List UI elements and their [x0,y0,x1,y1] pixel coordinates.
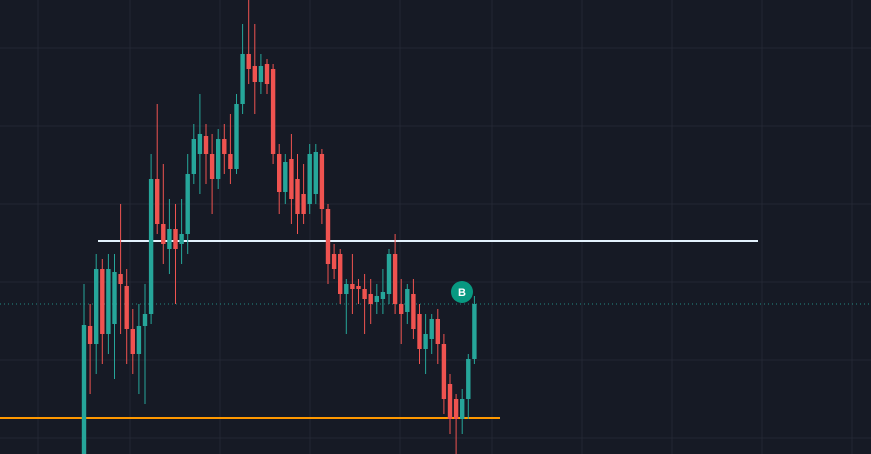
candle-body [368,294,373,304]
candle-body [270,69,276,154]
candle-body [118,274,123,284]
candle-body [112,272,117,324]
candle-body [81,325,87,454]
candle-body [191,139,196,174]
candle-body [399,304,404,314]
candle-body [277,154,282,192]
candle-body [228,154,233,169]
candle-body [216,139,221,179]
candle-body [234,104,239,169]
candle-body [386,254,392,294]
candle-body [173,229,178,249]
candle-body [344,284,349,294]
candle-body [472,304,477,359]
candle-body [100,269,105,334]
candle-body [203,136,209,154]
candle-body [252,66,257,82]
candle-body [167,229,172,249]
candle-body [185,174,190,234]
candle-body [222,139,227,154]
candle-body [307,154,312,204]
candle-body [246,54,251,69]
candle-body [429,319,434,339]
candle-body [435,319,440,344]
candle-body [374,296,379,302]
candle-body [392,254,398,304]
candle-body [417,314,422,349]
candle-body [179,234,184,244]
marker-badge [451,281,473,303]
candle-body [405,289,410,312]
candle-body [130,329,135,354]
candle-body [136,326,142,354]
candle-body [356,286,361,289]
candle-body [338,254,343,294]
candle-body [87,326,93,344]
candle-body [325,209,331,264]
candle-body [161,224,166,244]
candle-body [319,154,325,209]
candle-body [460,399,465,419]
candle-body [155,179,160,224]
candle-body [295,179,300,214]
candle-body [209,154,215,179]
candles [81,0,477,454]
candle-body [94,269,99,344]
candle-body [313,152,318,194]
candle-body [124,286,129,329]
candle-body [301,194,306,214]
candle-body [466,359,471,399]
candle-body [283,162,288,192]
candle-body [142,314,148,326]
candle-body [106,269,111,334]
candle-body [441,344,447,399]
candle-body [331,254,337,269]
candle-body [148,179,154,314]
candle-body [289,159,294,199]
candle-body [264,64,270,84]
candle-body [362,289,367,299]
candle-body [411,294,416,329]
candle-body [423,334,428,349]
candle-body [447,384,453,419]
candle-body [350,284,355,289]
candle-body [258,66,264,82]
marker-text: B [458,287,466,299]
candle-body [453,399,459,419]
candle-body [240,54,245,104]
candle-body [197,134,203,154]
candle-body [380,292,386,299]
